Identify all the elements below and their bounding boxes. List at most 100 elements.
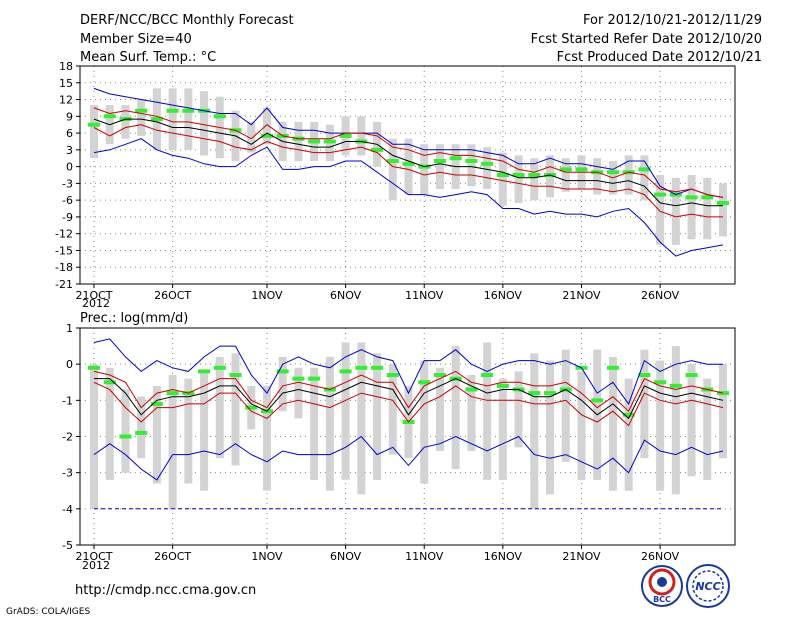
- p2-spread-box: [215, 356, 224, 459]
- p2-observed-mark: [371, 365, 384, 370]
- p1-observed-mark: [701, 195, 714, 200]
- precip-panel: 1 0 -1 -2 -3 -4 -5 21OCT 26OCT 1NOV 6NOV 11NOV 16NO…: [62, 322, 736, 572]
- p2-observed-mark: [119, 434, 132, 439]
- p2-spread-box: [577, 371, 586, 480]
- p2-observed-mark: [88, 365, 100, 370]
- p1-spread-box: [121, 105, 130, 139]
- precip-lines: [93, 338, 724, 510]
- p2-observed-mark: [591, 398, 604, 403]
- p2-observed-mark: [622, 412, 635, 417]
- p2-xtick-label: 26NOV: [641, 550, 680, 563]
- p2-spread-box: [310, 367, 319, 480]
- p2-observed-mark: [685, 373, 698, 378]
- p1-observed-mark: [182, 108, 195, 113]
- p2-observed-mark: [433, 373, 446, 378]
- p2-spread-box: [137, 396, 146, 459]
- p1-xtick-label: 1NOV: [251, 289, 283, 302]
- p2-xtick-label: 21OCT: [75, 550, 112, 563]
- p1-observed-mark: [465, 159, 478, 164]
- precip-x-ticks: 21OCT 26OCT 1NOV 6NOV 11NOV 16NOV 21NOV 26NOV: [75, 545, 680, 563]
- p2-spread-box: [105, 367, 114, 480]
- p2-xtick-label: 6NOV: [330, 550, 362, 563]
- ncc-logo: NCC: [686, 564, 730, 608]
- p1-observed-mark: [496, 173, 509, 177]
- p1-observed-mark: [559, 167, 572, 172]
- p1-observed-mark: [339, 133, 352, 138]
- precip-title: Prec.: log(mm/d): [80, 311, 188, 326]
- p1-ytick-label: -6: [62, 194, 73, 207]
- p2-spread-box: [451, 346, 460, 470]
- p2-ytick-label: -5: [62, 539, 73, 552]
- precip-y-ticks: 1 0 -1 -2 -3 -4 -5: [62, 322, 80, 552]
- p2-spread-box: [624, 378, 633, 491]
- p2-spread-box: [90, 364, 98, 509]
- p2-xtick-label: 11NOV: [405, 550, 444, 563]
- p1-observed-mark: [308, 139, 321, 144]
- p1-spread-box: [593, 158, 602, 195]
- p1-observed-mark: [386, 159, 399, 164]
- p2-observed-mark: [292, 376, 305, 381]
- p2-spread-box: [121, 389, 130, 473]
- p1-xtick-label: 16NOV: [484, 289, 523, 302]
- p2-spread-box: [514, 371, 523, 448]
- temperature-lines: [93, 87, 724, 257]
- p1-spread-box: [514, 155, 523, 203]
- p2-min-line: [93, 435, 724, 481]
- p1-upper-line: [93, 107, 724, 198]
- p2-spread-box: [467, 375, 476, 451]
- p2-spread-box: [546, 360, 555, 495]
- p2-spread-box: [168, 375, 177, 509]
- p2-observed-mark: [135, 430, 148, 435]
- p1-ytick-label: -18: [55, 261, 73, 274]
- p1-mean-line: [93, 118, 723, 207]
- p1-spread-box: [247, 121, 256, 153]
- p2-spread-box: [231, 353, 240, 466]
- p2-spread-box: [498, 378, 507, 480]
- p1-ytick-label: 3: [66, 144, 73, 157]
- header-member-size: Member Size=40: [80, 32, 192, 47]
- p1-observed-mark: [481, 161, 494, 166]
- p1-ytick-label: -12: [55, 228, 73, 241]
- p1-max-line: [93, 87, 724, 198]
- temperature-x-year: 2012: [82, 297, 110, 310]
- p1-spread-box: [561, 158, 570, 192]
- header-period: For 2012/10/21-2012/11/29: [583, 13, 762, 28]
- temperature-x-ticks: 21OCT 26OCT 1NOV 6NOV 11NOV 16NOV 21NOV 26NOV: [75, 284, 680, 302]
- p1-xtick-label: 11NOV: [405, 289, 444, 302]
- p1-ytick-label: 18: [59, 60, 73, 73]
- p1-observed-mark: [575, 167, 588, 172]
- p1-observed-mark: [103, 114, 116, 119]
- p2-xtick-label: 26OCT: [154, 550, 191, 563]
- p2-observed-mark: [544, 391, 557, 396]
- p1-observed-mark: [638, 167, 651, 172]
- p1-spread-box: [388, 138, 397, 201]
- p1-observed-mark: [433, 159, 446, 164]
- p2-observed-mark: [355, 365, 368, 370]
- p1-spread-box: [90, 105, 98, 159]
- p2-spread-box: [483, 342, 492, 480]
- header-fcst-started: Fcst Started Refer Date 2012/10/20: [531, 32, 762, 47]
- p1-spread-box: [137, 99, 146, 136]
- p2-spread-box: [388, 364, 397, 455]
- p1-observed-mark: [717, 200, 729, 205]
- bcc-logo-text: BCC: [653, 595, 671, 604]
- p1-observed-mark: [402, 161, 415, 166]
- p2-spread-box: [687, 364, 696, 477]
- p2-upper-line: [93, 370, 724, 413]
- p2-observed-mark: [606, 365, 619, 370]
- p1-ytick-label: 9: [66, 110, 73, 123]
- p2-observed-mark: [386, 373, 399, 378]
- p2-spread-box: [278, 356, 287, 412]
- p1-spread-box: [719, 183, 727, 237]
- p1-spread-box: [483, 147, 492, 189]
- footer-url[interactable]: http://cmdp.ncc.cma.gov.cn: [75, 583, 256, 598]
- p1-spread-box: [624, 155, 633, 195]
- p1-spread-box: [498, 152, 507, 206]
- p2-observed-mark: [276, 369, 289, 374]
- p2-observed-mark: [654, 380, 667, 385]
- p2-observed-mark: [103, 380, 116, 385]
- p2-spread-box: [671, 346, 680, 495]
- p2-spread-box: [420, 360, 429, 484]
- temperature-y-ticks: 18 15 12 9 6 3 0 -3 -6 -9 -12 -15 -18 -21: [55, 60, 80, 291]
